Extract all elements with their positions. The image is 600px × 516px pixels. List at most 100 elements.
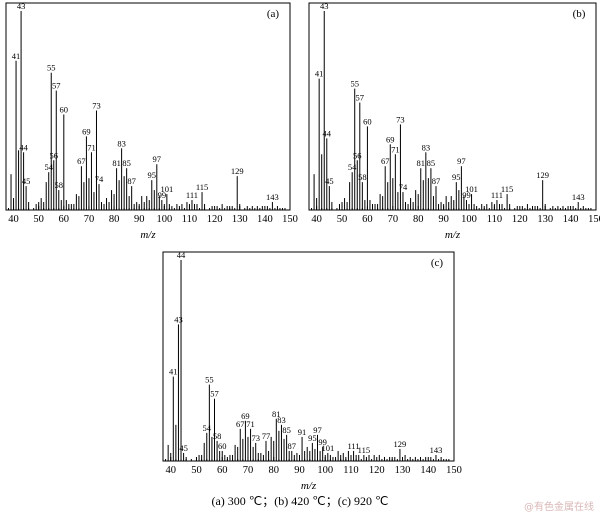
x-tick-label: 70 <box>84 214 95 225</box>
peak-label: 44 <box>177 250 186 260</box>
peak-label: 73 <box>396 114 405 124</box>
peak-label: 83 <box>117 138 126 148</box>
peak-label: 101 <box>465 184 478 194</box>
peak-label: 111 <box>186 190 198 200</box>
panel-id: (a) <box>267 8 280 20</box>
x-tick-label: 130 <box>537 214 553 225</box>
peak-label: 58 <box>55 180 64 190</box>
x-tick-label: 140 <box>257 214 273 225</box>
peak-label: 45 <box>22 176 31 186</box>
peak-label: 55 <box>205 375 214 385</box>
x-tick-label: 100 <box>317 465 333 476</box>
x-tick-label: 150 <box>588 214 600 225</box>
peak-label: 115 <box>501 184 513 194</box>
peak-label: 67 <box>236 419 245 429</box>
peak-label: 44 <box>19 142 28 152</box>
peak-label: 111 <box>491 190 503 200</box>
x-tick-label: 60 <box>362 214 373 225</box>
x-tick-label: 120 <box>207 214 223 225</box>
x-tick-label: 110 <box>182 214 197 225</box>
x-tick-label: 110 <box>487 214 502 225</box>
panel-id: (c) <box>431 257 444 269</box>
peak-label: 43 <box>17 1 26 11</box>
peak-label: 85 <box>282 425 291 435</box>
peak-label: 95 <box>308 433 317 443</box>
peak-label: 45 <box>325 176 334 186</box>
x-tick-label: 90 <box>134 214 145 225</box>
watermark: @有色金属在线 <box>524 502 594 513</box>
peak-label: 69 <box>241 411 250 421</box>
peak-label: 97 <box>313 425 322 435</box>
peak-label: 71 <box>391 144 400 154</box>
peak-label: 41 <box>315 69 324 79</box>
x-tick-label: 70 <box>388 214 399 225</box>
peak-label: 54 <box>44 162 53 172</box>
peak-label: 83 <box>277 415 286 425</box>
peak-label: 56 <box>50 150 59 160</box>
peak-label: 74 <box>95 174 104 184</box>
peak-label: 95 <box>148 170 157 180</box>
peak-label: 129 <box>394 439 407 449</box>
peak-label: 73 <box>251 433 260 443</box>
plot-frame <box>162 251 455 462</box>
peak-label: 41 <box>12 51 21 61</box>
peak-label: 95 <box>452 172 461 182</box>
peak-label: 55 <box>47 63 56 73</box>
x-tick-label: 140 <box>563 214 579 225</box>
x-tick-label: 70 <box>243 465 254 476</box>
x-tick-label: 60 <box>59 214 70 225</box>
x-tick-label: 50 <box>33 214 44 225</box>
x-tick-label: 130 <box>395 465 411 476</box>
x-tick-label: 140 <box>420 465 436 476</box>
peak-label: 129 <box>231 166 244 176</box>
x-tick-label: 50 <box>337 214 348 225</box>
peak-label: 87 <box>432 176 441 186</box>
peak-label: 115 <box>358 445 370 455</box>
x-tick-label: 100 <box>156 214 172 225</box>
peak-label: 69 <box>82 126 91 136</box>
x-tick-label: 50 <box>191 465 202 476</box>
peak-label: 43 <box>174 314 183 324</box>
peak-label: 83 <box>422 142 431 152</box>
peak-label: 74 <box>399 182 408 192</box>
x-axis-label: m/z <box>445 229 461 241</box>
peak-label: 45 <box>179 443 188 453</box>
peak-label: 81 <box>417 158 426 168</box>
peak-label: 71 <box>246 419 255 429</box>
peak-label: 99 <box>462 190 471 200</box>
peak-label: 87 <box>127 176 136 186</box>
peak-label: 54 <box>348 162 357 172</box>
peak-label: 60 <box>363 116 372 126</box>
peak-label: 81 <box>272 409 281 419</box>
peak-label: 67 <box>77 156 86 166</box>
peak-label: 143 <box>266 192 279 202</box>
x-tick-label: 40 <box>311 214 322 225</box>
peak-label: 85 <box>427 158 436 168</box>
peak-label: 115 <box>196 182 208 192</box>
peak-label: 69 <box>386 134 395 144</box>
peak-label: 55 <box>350 79 359 89</box>
peak-label: 73 <box>92 101 101 111</box>
peak-label: 60 <box>218 441 227 451</box>
peak-label: 81 <box>112 158 121 168</box>
plot-frame <box>308 2 597 211</box>
peak-label: 44 <box>323 128 332 138</box>
peak-label: 99 <box>158 190 167 200</box>
x-tick-label: 80 <box>109 214 120 225</box>
x-tick-label: 60 <box>217 465 228 476</box>
peak-label: 60 <box>60 104 69 114</box>
x-tick-label: 90 <box>294 465 305 476</box>
peak-label: 97 <box>153 154 162 164</box>
peak-label: 54 <box>203 423 212 433</box>
peak-label: 58 <box>213 431 222 441</box>
x-tick-label: 130 <box>232 214 248 225</box>
plot-frame <box>5 2 291 211</box>
x-tick-label: 80 <box>413 214 424 225</box>
peak-label: 58 <box>358 172 367 182</box>
peak-label: 111 <box>348 441 360 451</box>
x-tick-label: 110 <box>343 465 358 476</box>
peak-label: 87 <box>288 441 297 451</box>
